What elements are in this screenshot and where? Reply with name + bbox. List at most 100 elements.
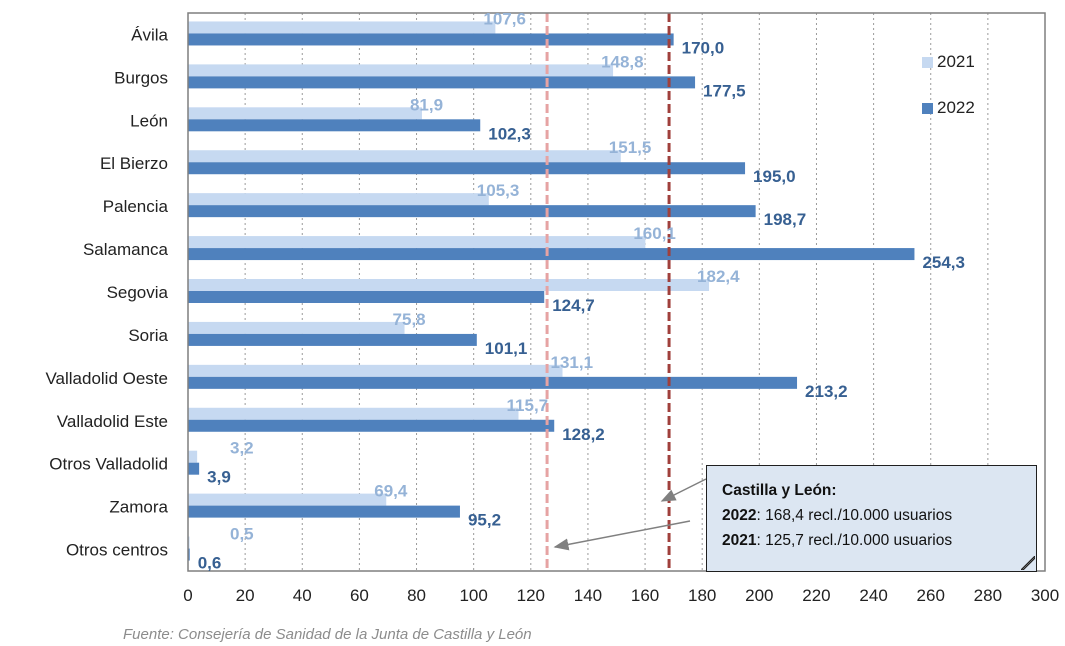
x-tick-label: 40 [293, 586, 312, 605]
data-label-2021: 69,4 [374, 482, 408, 501]
legend-swatch-2022 [922, 102, 933, 114]
category-label: Otros centros [66, 541, 168, 560]
data-label-2022: 124,7 [552, 296, 595, 315]
x-tick-label: 160 [631, 586, 659, 605]
data-label-2021: 107,6 [483, 9, 526, 28]
bar-2021 [188, 236, 646, 249]
source-note: Fuente: Consejería de Sanidad de la Junt… [123, 626, 532, 643]
bar-2022 [188, 119, 481, 132]
bar-2022 [188, 33, 674, 46]
x-tick-label: 20 [236, 586, 255, 605]
legend-label-2022: 2022 [937, 98, 975, 117]
bar-2021 [188, 321, 405, 334]
data-label-2022: 213,2 [805, 382, 848, 401]
callout-fold-corner [1021, 556, 1035, 570]
category-label: Ávila [131, 25, 168, 44]
category-label: Valladolid Este [57, 412, 168, 431]
data-label-2021: 3,2 [230, 439, 254, 458]
bar-2021 [188, 21, 496, 34]
x-tick-label: 300 [1031, 586, 1059, 605]
data-label-2021: 160,1 [633, 224, 676, 243]
callout-line-2022: 2022: 168,4 recl./10.000 usuarios [722, 503, 1036, 528]
bar-2021 [188, 493, 387, 506]
legend-item-2022: 2022 [922, 96, 975, 120]
category-labels: Ávila Burgos León El Bierzo Palencia Salamanc… [45, 25, 168, 559]
x-tick-label: 0 [183, 586, 192, 605]
category-label: Soria [128, 326, 168, 345]
x-tick-label: 280 [974, 586, 1002, 605]
data-label-2022: 128,2 [562, 425, 605, 444]
bar-2021 [188, 364, 563, 377]
data-label-2021: 148,8 [601, 52, 644, 71]
bar-2022 [188, 205, 756, 218]
bar-2022 [188, 376, 798, 389]
bar-2021 [188, 193, 489, 206]
callout-year-2022: 2022 [722, 507, 757, 524]
bar-2021 [188, 64, 614, 77]
data-label-2022: 3,9 [207, 468, 231, 487]
callout-text-2022: : 168,4 recl./10.000 usuarios [756, 507, 953, 524]
data-label-2022: 101,1 [485, 339, 528, 358]
arrow-2022 [660, 478, 707, 502]
data-label-2022: 170,0 [682, 38, 725, 57]
bar-2022 [188, 462, 200, 475]
data-label-2022: 195,0 [753, 167, 796, 186]
bar-2022 [188, 248, 915, 261]
data-labels: 107,6 170,0 148,8 177,5 81,9 102,3 151,5 195,0 1… [198, 9, 965, 572]
bar-2022 [188, 162, 746, 175]
callout-box: Castilla y León: 2022: 168,4 recl./10.00… [706, 465, 1037, 572]
data-label-2022: 198,7 [764, 210, 807, 229]
bar-2021 [188, 450, 198, 463]
category-label: El Bierzo [100, 154, 168, 173]
data-label-2022: 102,3 [488, 124, 531, 143]
x-tick-labels: 0 20 40 60 80 100 120 140 160 180 200 220 240 260 280 3… [183, 586, 1059, 605]
category-label: Palencia [103, 197, 169, 216]
bar-chart: Ávila Burgos León El Bierzo Palencia Salamanc… [45, 9, 1059, 605]
data-label-2021: 75,8 [393, 310, 426, 329]
category-label: Burgos [114, 68, 168, 87]
legend-item-2021: 2021 [922, 50, 975, 74]
callout-line-2021: 2021: 125,7 recl./10.000 usuarios [722, 528, 1036, 553]
data-label-2021: 131,1 [551, 353, 594, 372]
category-label: Otros Valladolid [49, 455, 168, 474]
legend: 2021 2022 [922, 50, 975, 142]
data-label-2022: 254,3 [922, 253, 965, 272]
data-label-2021: 115,7 [507, 396, 549, 415]
bar-2021 [188, 150, 621, 163]
x-tick-label: 80 [407, 586, 426, 605]
callout-title: Castilla y León: [722, 482, 837, 499]
bar-2022 [188, 505, 460, 518]
x-tick-label: 240 [859, 586, 887, 605]
x-tick-label: 120 [517, 586, 545, 605]
data-label-2022: 95,2 [468, 511, 501, 530]
category-label: Zamora [109, 498, 168, 517]
category-label: León [130, 111, 168, 130]
data-label-2021: 0,5 [230, 525, 254, 544]
data-label-2021: 81,9 [410, 95, 443, 114]
x-tick-label: 260 [917, 586, 945, 605]
bar-2021 [188, 107, 422, 120]
data-label-2022: 177,5 [703, 81, 746, 100]
category-label: Valladolid Oeste [45, 369, 168, 388]
bar-2021 [188, 279, 710, 291]
x-tick-label: 100 [459, 586, 487, 605]
data-label-2021: 182,4 [697, 267, 740, 286]
x-tick-label: 200 [745, 586, 773, 605]
x-tick-label: 220 [802, 586, 830, 605]
data-label-2021: 151,5 [609, 138, 652, 157]
category-label: Salamanca [83, 240, 169, 259]
callout-arrows [553, 478, 707, 551]
bar-2022 [188, 333, 477, 346]
bar-2022 [188, 76, 696, 89]
bar-2021 [188, 407, 519, 420]
category-label: Segovia [107, 283, 169, 302]
x-tick-label: 60 [350, 586, 369, 605]
reference-lines [545, 13, 671, 571]
arrow-2021 [553, 520, 691, 551]
bars [188, 21, 915, 561]
x-tick-label: 140 [574, 586, 602, 605]
bar-2022 [188, 419, 555, 432]
bar-2022 [188, 548, 190, 561]
plot-area-border [187, 12, 1046, 572]
callout-year-2021: 2021 [722, 532, 757, 549]
